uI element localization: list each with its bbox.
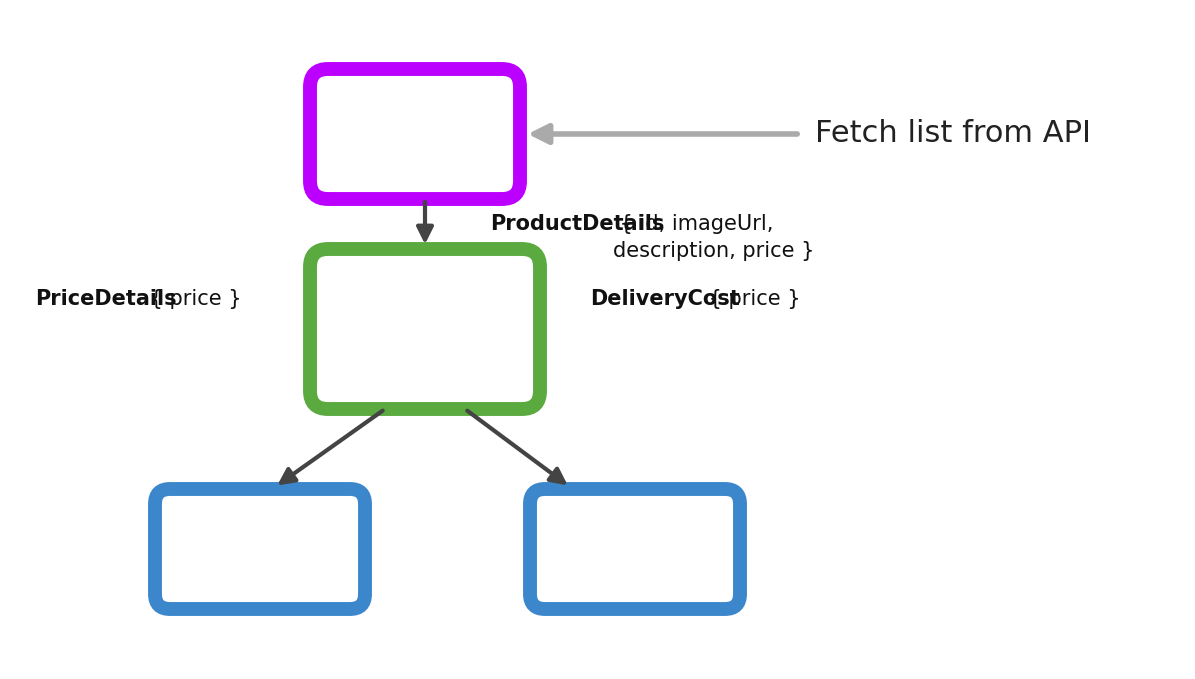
Text: DeliveryCost: DeliveryCost xyxy=(590,289,740,309)
Text: { price }: { price } xyxy=(701,289,801,309)
FancyBboxPatch shape xyxy=(310,69,520,199)
FancyBboxPatch shape xyxy=(155,489,364,609)
Text: { price }: { price } xyxy=(143,289,241,309)
Text: ProductDetails: ProductDetails xyxy=(490,214,664,234)
Text: PriceDetails: PriceDetails xyxy=(35,289,177,309)
FancyBboxPatch shape xyxy=(310,249,540,409)
Text: { id, imageUrl,: { id, imageUrl, xyxy=(613,214,773,234)
FancyBboxPatch shape xyxy=(531,489,740,609)
Text: description, price }: description, price } xyxy=(613,241,814,261)
Text: Fetch list from API: Fetch list from API xyxy=(815,120,1091,149)
